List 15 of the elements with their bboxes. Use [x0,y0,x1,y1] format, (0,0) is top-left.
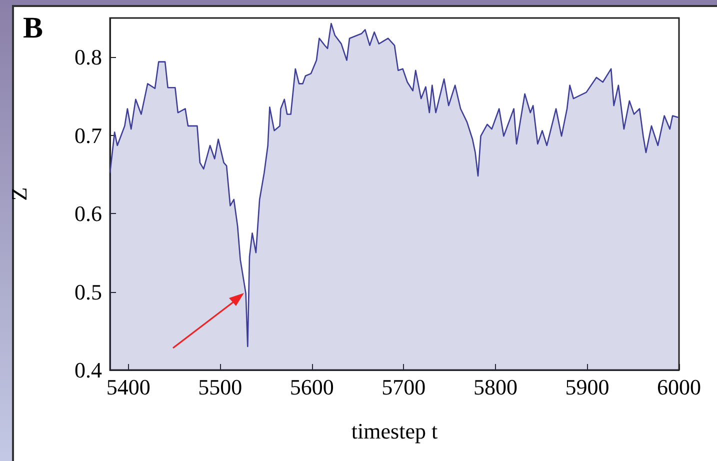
y-tick-label: 0.4 [74,358,102,382]
y-tick-label: 0.7 [74,122,102,148]
y-tick-label: 0.6 [74,201,102,226]
x-tick-label: 6000 [657,374,701,400]
x-axis-title: timestep t [351,418,438,444]
x-tick-label: 5600 [290,374,334,400]
y-tick-label: 0.8 [74,44,102,70]
x-tick-label: 5700 [382,374,426,400]
y-axis-title: Z [6,187,32,201]
x-tick-label: 5900 [565,374,610,400]
y-tick-label: 0.5 [74,279,102,304]
chart-title: B [23,12,44,44]
x-tick-label: 5400 [106,374,150,400]
x-tick-label: 5500 [198,374,242,400]
x-tick-label: 5800 [473,374,518,400]
